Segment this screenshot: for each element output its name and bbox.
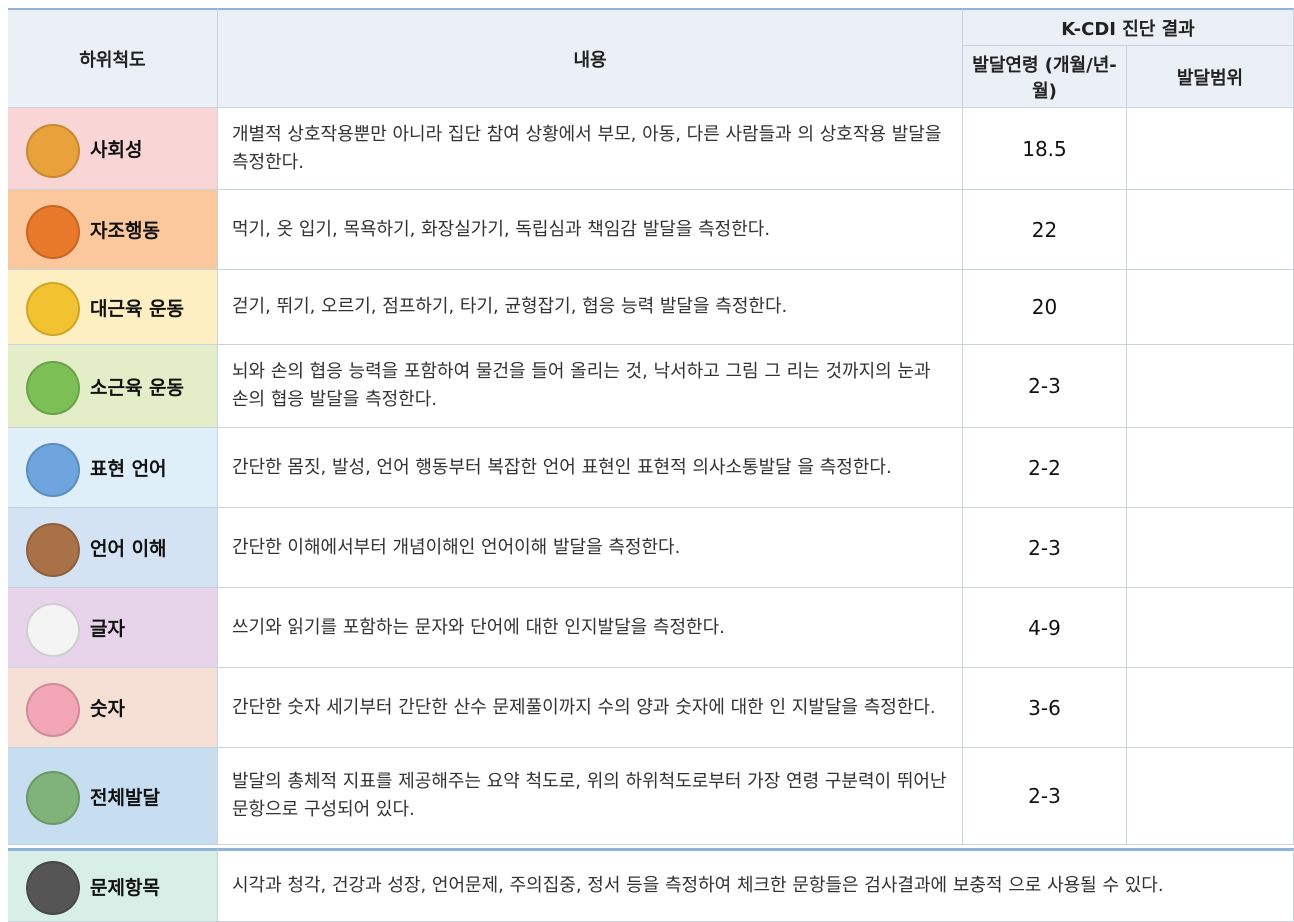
animal-icon [26,205,80,259]
dev-range [1127,748,1294,845]
header-text: 내용 [573,46,606,72]
scale-name-text: 문제항목 [90,873,160,900]
header-text: 발달범위 [1177,64,1243,90]
scale-name-text: 전체발달 [90,783,160,810]
dev-age: 2-3 [963,345,1127,428]
description: 간단한 몸짓, 발성, 언어 행동부터 복잡한 언어 표현인 표현적 의사소통발… [218,428,963,508]
dev-age: 20 [963,270,1127,345]
dev-age-text: 3-6 [1028,696,1061,720]
scale-name: 숫자 [8,668,218,748]
dev-range [1127,270,1294,345]
dev-age-text: 22 [1032,218,1057,242]
description: 걷기, 뛰기, 오르기, 점프하기, 타기, 균형잡기, 협응 능력 발달을 측… [218,270,963,345]
header-cell: 내용 [218,8,963,108]
scale-name: 문제항목 [8,848,218,922]
dev-age-text: 20 [1032,295,1057,319]
animal-icon [26,443,80,497]
scale-name-text: 표현 언어 [90,454,167,481]
description: 개별적 상호작용뿐만 아니라 집단 참여 상황에서 부모, 아동, 다른 사람들… [218,108,963,190]
scale-name: 글자 [8,588,218,668]
dev-age: 3-6 [963,668,1127,748]
header-text: 하위척도 [79,46,145,72]
dev-age-text: 2-2 [1028,456,1061,480]
dev-age: 2-3 [963,748,1127,845]
dev-age-text: 2-3 [1028,536,1061,560]
description-text: 먹기, 옷 입기, 목욕하기, 화장실가기, 독립심과 책임감 발달을 측정한다… [232,216,770,244]
dev-age: 4-9 [963,588,1127,668]
header-text: K-CDI 진단 결과 [1061,15,1194,41]
dev-age-text: 2-3 [1028,784,1061,808]
scale-name-text: 글자 [90,614,125,641]
scale-name: 전체발달 [8,748,218,845]
description: 먹기, 옷 입기, 목욕하기, 화장실가기, 독립심과 책임감 발달을 측정한다… [218,190,963,270]
header-cell: K-CDI 진단 결과 [963,8,1294,46]
scale-name: 소근육 운동 [8,345,218,428]
scale-name: 사회성 [8,108,218,190]
dev-age-text: 2-3 [1028,374,1061,398]
dev-range [1127,428,1294,508]
dev-age: 2-2 [963,428,1127,508]
dev-range [1127,508,1294,588]
animal-icon [26,523,80,577]
scale-name-text: 숫자 [90,694,125,721]
dev-age: 18.5 [963,108,1127,190]
scale-name: 자조행동 [8,190,218,270]
dev-range [1127,345,1294,428]
dev-range [1127,668,1294,748]
header-cell: 하위척도 [8,8,218,108]
animal-icon [26,683,80,737]
description-text: 걷기, 뛰기, 오르기, 점프하기, 타기, 균형잡기, 협응 능력 발달을 측… [232,293,787,321]
scale-name-text: 사회성 [90,135,142,162]
header-text: 발달연령 (개월/년-월) [971,51,1118,103]
scale-name-text: 소근육 운동 [90,373,184,400]
dev-age: 22 [963,190,1127,270]
description-text: 간단한 숫자 세기부터 간단한 산수 문제풀이까지 수의 양과 숫자에 대한 인… [232,694,936,722]
description: 간단한 이해에서부터 개념이해인 언어이해 발달을 측정한다. [218,508,963,588]
description: 발달의 총체적 지표를 제공해주는 요약 척도로, 위의 하위척도로부터 가장 … [218,748,963,845]
description: 뇌와 손의 협응 능력을 포함하여 물건을 들어 올리는 것, 낙서하고 그림 … [218,345,963,428]
animal-icon [26,861,80,915]
description-text: 쓰기와 읽기를 포함하는 문자와 단어에 대한 인지발달을 측정한다. [232,614,725,642]
dev-age-text: 4-9 [1028,616,1061,640]
description: 쓰기와 읽기를 포함하는 문자와 단어에 대한 인지발달을 측정한다. [218,588,963,668]
dev-range [1127,108,1294,190]
scale-name-text: 자조행동 [90,216,160,243]
page: 하위척도 내용 K-CDI 진단 결과 발달연령 (개월/년-월) 발달범위 사… [0,0,1294,922]
dev-range [1127,190,1294,270]
dev-age-text: 18.5 [1022,137,1067,161]
animal-icon [26,282,80,336]
dev-range [1127,588,1294,668]
animal-icon [26,361,80,415]
header-cell: 발달연령 (개월/년-월) [963,46,1127,108]
animal-icon [26,124,80,178]
scale-name: 언어 이해 [8,508,218,588]
description-text: 간단한 몸짓, 발성, 언어 행동부터 복잡한 언어 표현인 표현적 의사소통발… [232,454,892,482]
description: 시각과 청각, 건강과 성장, 언어문제, 주의집중, 정서 등을 측정하여 체… [218,848,1294,922]
scale-name: 대근육 운동 [8,270,218,345]
description-text: 뇌와 손의 협응 능력을 포함하여 물건을 들어 올리는 것, 낙서하고 그림 … [232,358,948,414]
scale-name: 표현 언어 [8,428,218,508]
animal-icon [26,603,80,657]
description-text: 개별적 상호작용뿐만 아니라 집단 참여 상황에서 부모, 아동, 다른 사람들… [232,121,948,177]
scale-name-text: 대근육 운동 [90,294,184,321]
description-text: 간단한 이해에서부터 개념이해인 언어이해 발달을 측정한다. [232,534,680,562]
description: 간단한 숫자 세기부터 간단한 산수 문제풀이까지 수의 양과 숫자에 대한 인… [218,668,963,748]
scale-name-text: 언어 이해 [90,534,167,561]
header-cell: 발달범위 [1127,46,1294,108]
dev-age: 2-3 [963,508,1127,588]
description-text: 발달의 총체적 지표를 제공해주는 요약 척도로, 위의 하위척도로부터 가장 … [232,768,948,824]
animal-icon [26,771,80,825]
description-text: 시각과 청각, 건강과 성장, 언어문제, 주의집중, 정서 등을 측정하여 체… [232,872,1164,900]
